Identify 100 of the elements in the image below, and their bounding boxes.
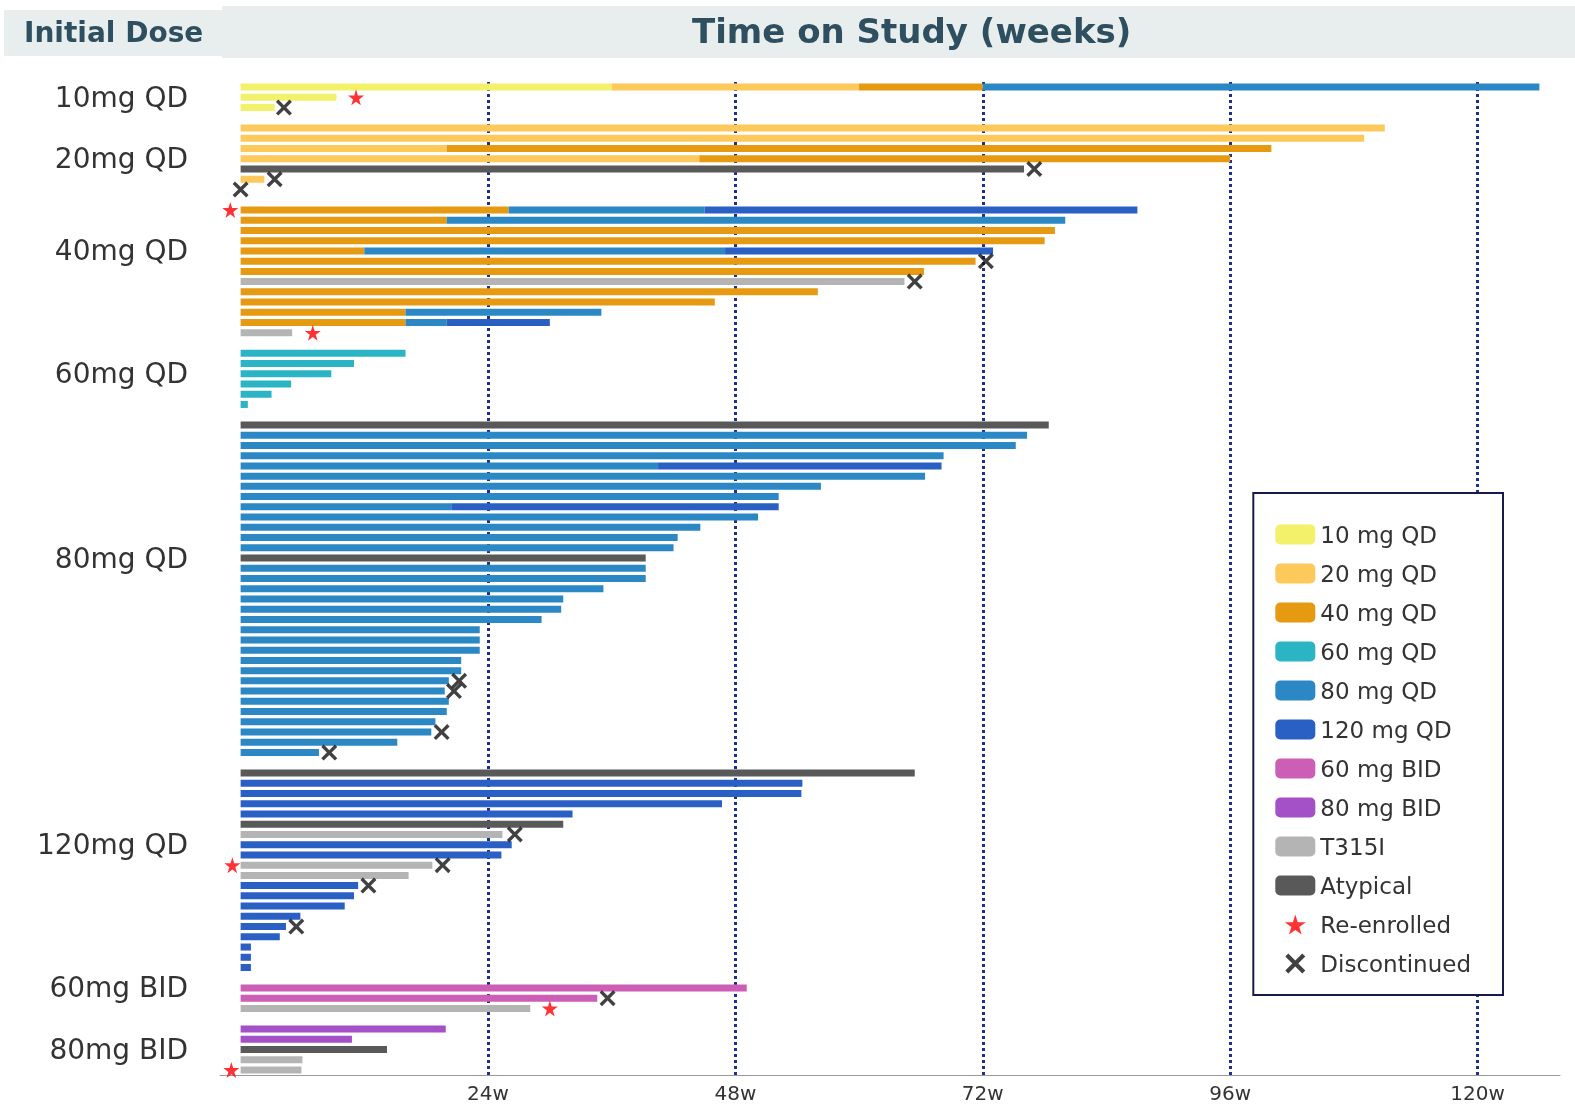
x-tick-label: 120w xyxy=(1450,1081,1505,1105)
bar xyxy=(240,585,604,593)
bar xyxy=(240,370,332,378)
bar xyxy=(240,687,445,695)
bar xyxy=(240,216,447,224)
point xyxy=(360,877,377,894)
bar xyxy=(240,841,512,849)
bar xyxy=(405,319,447,327)
bar xyxy=(240,800,722,808)
point xyxy=(906,273,923,290)
bar xyxy=(240,360,354,368)
bar xyxy=(240,1056,303,1064)
bar xyxy=(240,319,406,327)
point xyxy=(445,683,462,700)
bar xyxy=(240,421,1049,429)
bar xyxy=(240,544,674,552)
bar xyxy=(240,134,1365,142)
legend-label: Re-enrolled xyxy=(1320,911,1451,938)
bar xyxy=(240,953,251,961)
bar xyxy=(446,319,550,327)
bar xyxy=(240,308,406,316)
point xyxy=(266,171,283,188)
point xyxy=(977,253,994,270)
bar xyxy=(240,298,715,306)
point xyxy=(288,918,305,935)
bar xyxy=(240,1025,446,1033)
bar xyxy=(240,237,1045,245)
bar xyxy=(240,175,265,183)
bar xyxy=(240,564,646,572)
y-tick-label: 80mg QD xyxy=(54,541,188,575)
bar xyxy=(240,472,926,480)
x-tick-label: 24w xyxy=(467,1081,509,1105)
point xyxy=(451,672,468,689)
legend-label: 10 mg QD xyxy=(1320,521,1438,548)
bar xyxy=(240,1035,352,1043)
bar xyxy=(240,595,564,603)
bar xyxy=(240,738,398,746)
bar xyxy=(240,677,449,685)
bar xyxy=(240,513,759,521)
bar xyxy=(240,523,701,531)
point xyxy=(541,1000,558,1017)
bar xyxy=(240,810,573,818)
point xyxy=(433,724,450,741)
point xyxy=(434,857,451,874)
bar xyxy=(446,216,1066,224)
y-tick-label: 60mg BID xyxy=(49,971,188,1005)
bar xyxy=(240,1066,302,1074)
bar xyxy=(240,145,447,153)
bar xyxy=(240,667,462,675)
point xyxy=(321,744,338,761)
y-tick-label: 20mg QD xyxy=(54,142,188,176)
bar xyxy=(364,247,726,255)
bar xyxy=(240,349,406,357)
y-tick-label: 120mg QD xyxy=(37,828,188,862)
bar xyxy=(240,247,365,255)
point xyxy=(232,181,249,198)
bar xyxy=(240,165,1024,173)
bar xyxy=(704,206,1138,214)
bar xyxy=(240,882,359,890)
legend-label: 120 mg QD xyxy=(1320,716,1452,743)
bar xyxy=(446,145,1272,153)
bar xyxy=(240,789,802,797)
bar xyxy=(240,93,337,101)
bar xyxy=(240,400,248,408)
bar xyxy=(240,155,700,163)
point xyxy=(599,990,616,1007)
bar xyxy=(240,554,646,562)
bar xyxy=(405,308,602,316)
bar xyxy=(240,933,280,941)
bar xyxy=(240,206,509,214)
bar xyxy=(240,656,462,664)
x-tick-label: 72w xyxy=(961,1081,1004,1105)
bar xyxy=(240,605,562,613)
bar xyxy=(240,575,646,582)
bar xyxy=(240,912,301,920)
bar xyxy=(240,278,905,286)
bar xyxy=(699,155,1231,163)
bar xyxy=(240,1004,531,1012)
bar xyxy=(240,267,925,275)
bar xyxy=(240,503,452,511)
point xyxy=(348,89,365,106)
legend-label: 60 mg QD xyxy=(1320,638,1438,665)
bar xyxy=(240,892,354,900)
bar xyxy=(240,718,436,726)
bar xyxy=(240,779,803,787)
point xyxy=(224,857,241,874)
bar xyxy=(240,441,1016,449)
bar xyxy=(240,749,319,757)
chart-title: Time on Study (weeks) xyxy=(692,11,1132,51)
y-tick-label: 40mg QD xyxy=(54,234,188,268)
bar xyxy=(240,452,944,460)
x-tick-label: 48w xyxy=(714,1081,757,1105)
legend-label: 80 mg QD xyxy=(1320,677,1438,704)
bar xyxy=(240,943,251,951)
bar xyxy=(240,964,251,972)
y-axis-title: Initial Dose xyxy=(24,15,204,49)
bar xyxy=(240,871,409,879)
bar xyxy=(658,462,942,470)
point xyxy=(222,201,239,218)
bar xyxy=(240,329,293,337)
